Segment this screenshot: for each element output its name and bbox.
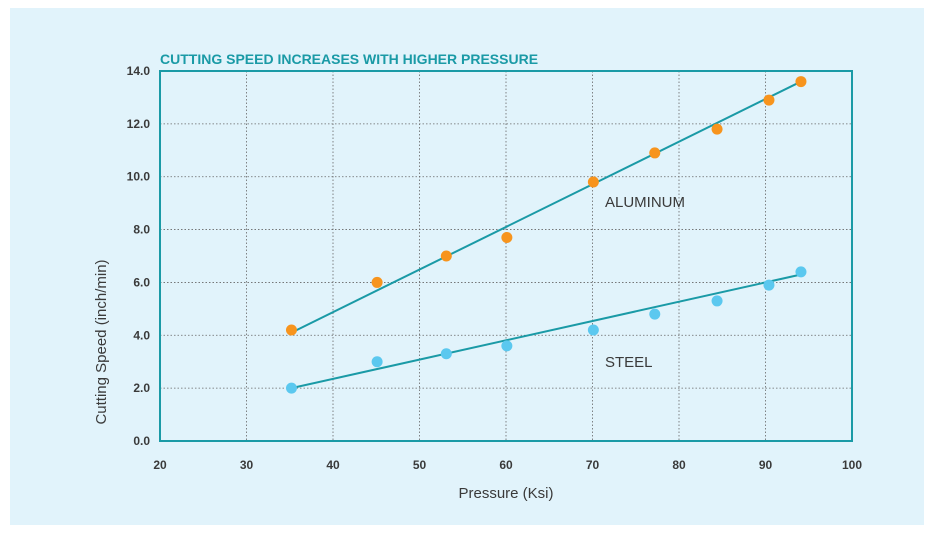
point-aluminum (795, 76, 807, 88)
x-tick-label: 30 (240, 458, 254, 472)
grid-lines (160, 71, 852, 441)
x-tick-label: 80 (672, 458, 686, 472)
y-axis-label: Cutting Speed (inch/min) (93, 259, 110, 424)
point-aluminum (763, 94, 775, 106)
point-steel (795, 266, 807, 278)
trend-line-aluminum (291, 80, 802, 334)
plot-frame (159, 70, 853, 442)
y-axis-ticks: 0.0 2.0 4.0 6.0 8.0 10.0 12.0 14.0 (127, 64, 151, 448)
y-tick-label: 0.0 (133, 434, 150, 448)
point-steel (371, 356, 383, 368)
y-tick-label: 12.0 (127, 117, 151, 131)
y-tick-label: 10.0 (127, 170, 151, 184)
x-tick-label: 50 (413, 458, 427, 472)
point-steel (711, 295, 723, 307)
point-aluminum (649, 147, 661, 159)
x-tick-label: 60 (499, 458, 513, 472)
x-axis-ticks: 20 30 40 50 60 70 80 90 100 (153, 458, 862, 472)
x-tick-label: 20 (153, 458, 167, 472)
point-aluminum (440, 250, 452, 262)
series-label-steel: STEEL (605, 354, 653, 371)
point-aluminum (587, 176, 599, 188)
point-steel (763, 279, 775, 291)
point-steel (501, 340, 513, 352)
point-steel (649, 308, 661, 320)
data-points (285, 76, 807, 394)
point-steel (440, 348, 452, 360)
point-aluminum (371, 276, 383, 288)
y-tick-label: 14.0 (127, 64, 151, 78)
point-aluminum (501, 232, 513, 243)
chart-title: CUTTING SPEED INCREASES WITH HIGHER PRES… (160, 51, 538, 67)
point-steel (587, 324, 599, 336)
y-tick-label: 2.0 (133, 381, 150, 395)
x-tick-label: 100 (842, 458, 862, 472)
x-tick-label: 90 (759, 458, 773, 472)
point-steel (285, 382, 297, 394)
x-tick-label: 70 (586, 458, 600, 472)
point-aluminum (285, 324, 297, 336)
y-tick-label: 8.0 (133, 223, 150, 237)
y-tick-label: 4.0 (133, 328, 150, 342)
y-tick-label: 6.0 (133, 275, 150, 289)
trend-line-steel (291, 273, 802, 390)
trend-lines (291, 80, 802, 390)
series-label-aluminum: ALUMINUM (605, 194, 685, 211)
point-aluminum (711, 123, 723, 135)
x-axis-label: Pressure (Ksi) (458, 485, 553, 502)
x-tick-label: 40 (326, 458, 340, 472)
chart-panel (10, 8, 924, 525)
